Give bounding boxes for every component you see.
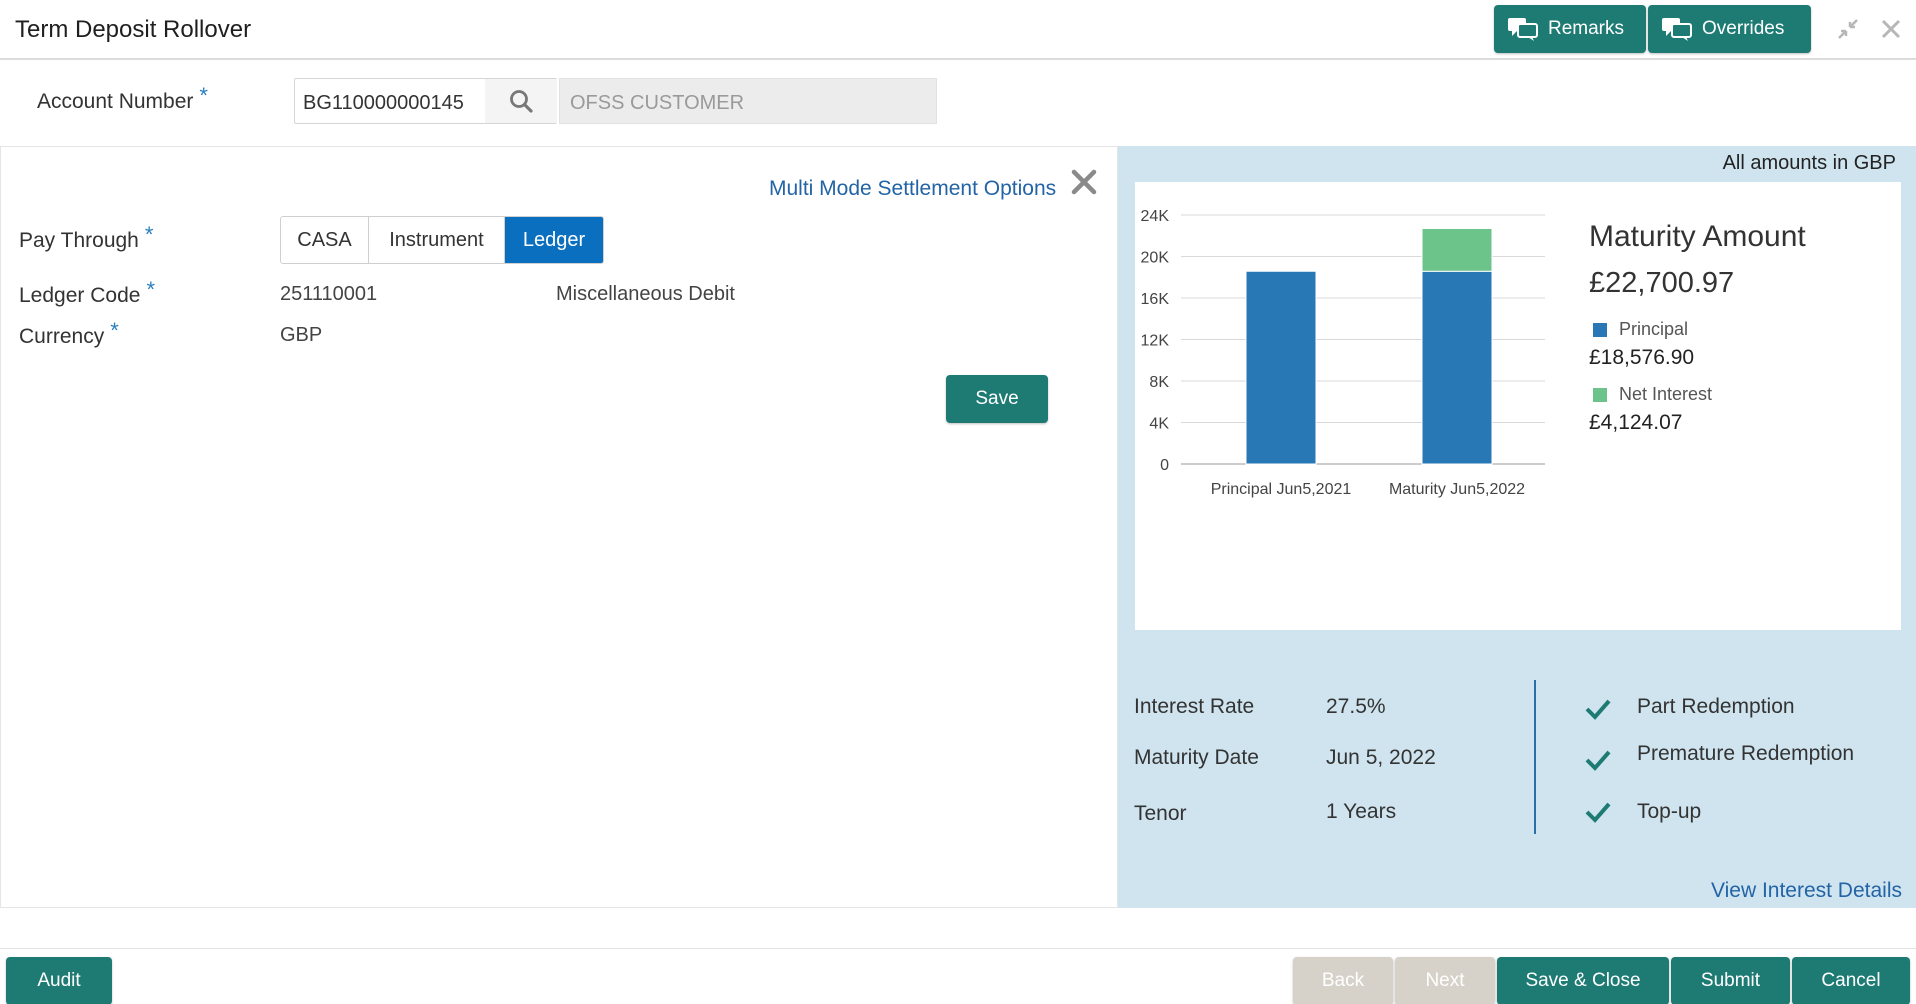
required-marker: * [144, 222, 154, 247]
view-interest-details-link[interactable]: View Interest Details [1710, 879, 1902, 902]
close-icon[interactable] [1878, 16, 1904, 42]
currency-note: All amounts in GBP [1722, 152, 1896, 174]
search-icon [510, 90, 533, 113]
tenor-label: Tenor [1134, 802, 1187, 825]
page-header: Term Deposit Rollover Remarks Overrides [0, 0, 1916, 60]
account-number-label: Account Number * [37, 83, 208, 113]
check-icon [1585, 699, 1611, 720]
maturity-chart-card: 0 4K 8K 12K 16K 20K 24K Principal Jun5,2021 Matu… [1135, 182, 1901, 630]
minimize-icon[interactable] [1835, 16, 1861, 42]
legend-swatch-principal [1593, 322, 1607, 337]
y-tick-label: 4K [1149, 416, 1169, 433]
pay-through-casa[interactable]: CASA [281, 217, 369, 263]
multi-mode-settlement-link[interactable]: Multi Mode Settlement Options [769, 177, 1057, 200]
y-tick-label: 8K [1149, 374, 1169, 391]
submit-button[interactable]: Submit [1671, 957, 1790, 1004]
currency-label: Currency * [19, 318, 119, 348]
legend-principal: Principal [1593, 319, 1688, 340]
check-icon [1585, 750, 1611, 771]
save-button[interactable]: Save [946, 375, 1048, 423]
settlement-panel: Multi Mode Settlement Options Pay Throug… [0, 146, 1118, 908]
pay-through-label: Pay Through * [19, 222, 154, 252]
check-icon [1585, 802, 1611, 823]
required-marker: * [110, 318, 119, 343]
maturity-chart: 0 4K 8K 12K 16K 20K 24K Principal Jun5,2021 Matu… [1141, 208, 1545, 498]
y-tick-label: 16K [1141, 291, 1170, 308]
y-tick-label: 12K [1141, 333, 1170, 350]
legend-principal-label: Principal [1619, 319, 1689, 339]
interest-rate-label: Interest Rate [1134, 695, 1255, 718]
deposit-summary-panel: All amounts in GBP 0 4K 8K 12K 16K 20K 24K Prin… [1118, 146, 1916, 908]
bar-principal [1421, 270, 1493, 465]
legend-net-interest: Net Interest [1593, 384, 1712, 405]
ledger-description: Miscellaneous Debit [556, 283, 735, 305]
feature-top-up: Top-up [1637, 800, 1702, 823]
remarks-icon [1508, 18, 1538, 41]
feature-premature-redemption: Premature Redemption [1637, 742, 1855, 765]
account-number-input[interactable]: BG110000000145 [294, 78, 557, 124]
ledger-code-label: Ledger Code * [19, 277, 155, 307]
account-search-button[interactable] [485, 79, 557, 123]
tenor-value: 1 Years [1326, 800, 1397, 823]
x-tick-label: Maturity Jun5,2022 [1389, 481, 1525, 498]
maturity-amount-value: £22,700.97 [1589, 267, 1735, 299]
overrides-label: Overrides [1702, 18, 1785, 39]
ledger-code-value: 251110001 [280, 283, 378, 305]
summary-divider [1534, 680, 1536, 834]
x-tick-label: Principal Jun5,2021 [1211, 481, 1352, 498]
maturity-amount-title: Maturity Amount [1589, 220, 1806, 253]
remarks-button[interactable]: Remarks [1494, 5, 1646, 53]
cancel-button[interactable]: Cancel [1792, 957, 1910, 1004]
remarks-label: Remarks [1548, 18, 1625, 39]
footer-divider [0, 948, 1916, 949]
legend-swatch-interest [1593, 387, 1607, 402]
next-button[interactable]: Next [1395, 957, 1495, 1004]
bar-net-interest [1421, 227, 1493, 272]
feature-part-redemption: Part Redemption [1637, 695, 1795, 718]
page-title: Term Deposit Rollover [15, 16, 252, 43]
back-button[interactable]: Back [1293, 957, 1393, 1004]
pay-through-toggle: CASA Instrument Ledger [280, 216, 604, 264]
interest-rate-value: 27.5% [1326, 695, 1386, 718]
y-tick-label: 20K [1141, 250, 1170, 267]
account-number-value: BG110000000145 [303, 92, 464, 114]
overrides-icon [1662, 18, 1692, 41]
maturity-date-label: Maturity Date [1134, 746, 1259, 769]
audit-button[interactable]: Audit [6, 957, 112, 1004]
customer-name-value: OFSS CUSTOMER [570, 92, 745, 114]
required-marker: * [146, 277, 155, 302]
principal-amount: £18,576.90 [1589, 346, 1695, 369]
bar-principal [1245, 270, 1317, 465]
close-icon[interactable] [1069, 167, 1099, 197]
required-marker: * [199, 83, 208, 108]
pay-through-ledger[interactable]: Ledger [505, 217, 603, 263]
net-interest-amount: £4,124.07 [1589, 411, 1683, 434]
y-tick-label: 24K [1141, 208, 1170, 225]
y-tick-label: 0 [1160, 457, 1169, 474]
customer-name-field: OFSS CUSTOMER [559, 78, 937, 124]
save-close-button[interactable]: Save & Close [1497, 957, 1669, 1004]
overrides-button[interactable]: Overrides [1648, 5, 1811, 53]
legend-interest-label: Net Interest [1619, 384, 1713, 404]
pay-through-instrument[interactable]: Instrument [369, 217, 505, 263]
currency-value: GBP [280, 324, 323, 346]
maturity-date-value: Jun 5, 2022 [1326, 746, 1436, 769]
